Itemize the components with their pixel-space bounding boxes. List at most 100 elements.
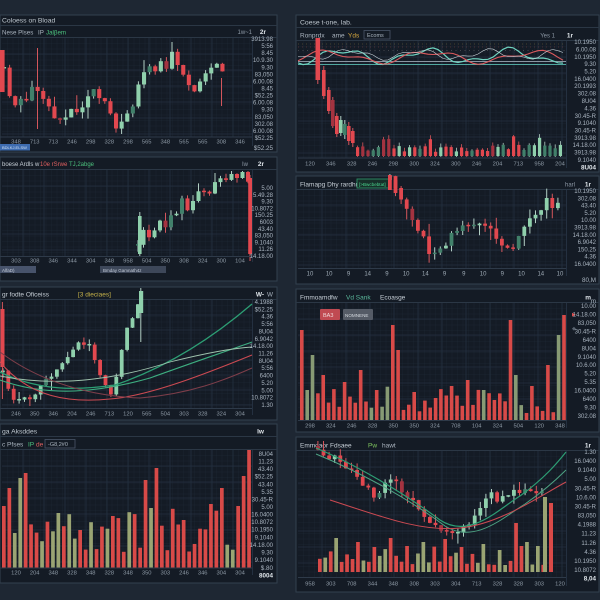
svg-text:308: 308 xyxy=(30,259,40,265)
svg-text:11.23: 11.23 xyxy=(581,532,596,538)
svg-text:TJ,2abge: TJ,2abge xyxy=(69,162,95,168)
svg-text:Nese Plses: Nese Plses xyxy=(2,30,33,37)
svg-text:6.00.08: 6.00.08 xyxy=(253,129,274,135)
svg-text:8004: 8004 xyxy=(259,573,274,580)
svg-text:246: 246 xyxy=(347,424,357,430)
svg-text:298: 298 xyxy=(388,162,398,168)
svg-text:de: de xyxy=(36,442,44,449)
svg-text:504: 504 xyxy=(513,424,523,430)
svg-text:Ecoasge: Ecoasge xyxy=(380,295,406,302)
svg-text:AlfaD): AlfaD) xyxy=(2,268,15,273)
svg-text:10.00: 10.00 xyxy=(581,304,597,310)
svg-text:9.1040: 9.1040 xyxy=(578,468,597,474)
svg-text:6.9042: 6.9042 xyxy=(255,337,274,343)
svg-text:43.40: 43.40 xyxy=(258,227,274,233)
svg-text:120: 120 xyxy=(123,412,133,418)
svg-text:IP: IP xyxy=(28,442,34,449)
svg-text:30.45-R: 30.45-R xyxy=(575,329,597,335)
svg-text:104: 104 xyxy=(472,424,482,430)
svg-text:9: 9 xyxy=(385,272,389,278)
svg-text:713: 713 xyxy=(472,582,482,588)
svg-text:Pw: Pw xyxy=(368,443,377,450)
svg-text:5.00: 5.00 xyxy=(261,186,273,192)
svg-text:14.18.00: 14.18.00 xyxy=(573,313,597,319)
svg-text:8U04: 8U04 xyxy=(581,165,597,172)
svg-text:9.1040: 9.1040 xyxy=(255,558,274,564)
svg-text:328: 328 xyxy=(493,582,503,588)
svg-text:3913.98: 3913.98 xyxy=(574,136,596,142)
svg-text:30.45-R: 30.45-R xyxy=(575,486,597,492)
svg-text:302.08: 302.08 xyxy=(578,414,597,420)
svg-text:11.26: 11.26 xyxy=(258,352,273,358)
svg-text:Iw: Iw xyxy=(242,162,249,168)
svg-text:9.1040: 9.1040 xyxy=(255,240,274,246)
svg-text:10: 10 xyxy=(518,272,525,278)
svg-text:3913.98: 3913.98 xyxy=(574,151,596,157)
svg-text:303: 303 xyxy=(179,412,189,418)
svg-text:9.1040: 9.1040 xyxy=(578,355,597,361)
svg-text:30.45-R: 30.45-R xyxy=(575,505,597,511)
svg-text:10: 10 xyxy=(557,272,564,278)
svg-text:120: 120 xyxy=(305,162,315,168)
svg-text:302.08: 302.08 xyxy=(578,196,597,202)
svg-text:350: 350 xyxy=(388,424,398,430)
svg-text:5.20: 5.20 xyxy=(584,372,596,378)
svg-text:W: W xyxy=(267,292,273,299)
svg-text:204: 204 xyxy=(555,162,565,168)
svg-text:328: 328 xyxy=(67,571,77,577)
svg-text:350: 350 xyxy=(160,259,170,265)
svg-text:8.45: 8.45 xyxy=(261,51,273,57)
svg-text:10: 10 xyxy=(326,272,333,278)
svg-text:246: 246 xyxy=(11,412,21,418)
svg-text:10: 10 xyxy=(307,272,314,278)
svg-text:$52.25: $52.25 xyxy=(255,307,274,313)
svg-text:713: 713 xyxy=(104,412,114,418)
svg-text:8U04: 8U04 xyxy=(582,346,597,352)
svg-text:348: 348 xyxy=(104,259,114,265)
svg-text:348: 348 xyxy=(11,140,21,146)
svg-text:5.35: 5.35 xyxy=(261,490,273,496)
svg-text:302.08: 302.08 xyxy=(255,122,274,128)
svg-text:303: 303 xyxy=(534,582,544,588)
svg-text:5:56: 5:56 xyxy=(261,322,273,328)
svg-text:BA3: BA3 xyxy=(323,313,333,319)
svg-text:6400: 6400 xyxy=(260,374,274,380)
svg-text:1.30: 1.30 xyxy=(584,450,596,456)
svg-text:300: 300 xyxy=(451,162,461,168)
svg-text:5.00: 5.00 xyxy=(261,505,273,511)
svg-text:324: 324 xyxy=(198,259,208,265)
svg-text:504: 504 xyxy=(160,412,170,418)
svg-text:-G8,2#0: -G8,2#0 xyxy=(48,442,68,448)
svg-text:$.80: $.80 xyxy=(261,565,274,572)
svg-text:9.1040: 9.1040 xyxy=(578,158,597,164)
svg-text:120: 120 xyxy=(534,424,544,430)
svg-text:708: 708 xyxy=(347,582,357,588)
svg-text:246: 246 xyxy=(472,162,482,168)
svg-text:11.26: 11.26 xyxy=(258,247,273,253)
svg-text:150.25: 150.25 xyxy=(255,213,274,219)
svg-text:16.0400: 16.0400 xyxy=(574,262,596,268)
svg-text:308: 308 xyxy=(216,140,226,146)
svg-text:246: 246 xyxy=(179,571,189,577)
svg-text:11.26: 11.26 xyxy=(581,541,596,547)
svg-text:302.08: 302.08 xyxy=(578,92,597,98)
svg-text:Coloess on Bload: Coloess on Bload xyxy=(2,18,55,25)
svg-text:298: 298 xyxy=(86,140,96,146)
svg-text:10.9.30: 10.9.30 xyxy=(253,58,274,64)
svg-text:2r: 2r xyxy=(260,29,267,36)
svg-text:8.45: 8.45 xyxy=(261,87,273,93)
svg-text:1w~1: 1w~1 xyxy=(237,30,252,36)
svg-text:IP: IP xyxy=(38,30,44,37)
svg-text:10.8072: 10.8072 xyxy=(251,396,273,402)
svg-text:Yes 1: Yes 1 xyxy=(540,34,555,40)
svg-text:5.20: 5.20 xyxy=(584,211,596,217)
svg-text:120: 120 xyxy=(11,571,21,577)
svg-text:3913.98: 3913.98 xyxy=(251,37,273,43)
svg-text:1.30: 1.30 xyxy=(261,403,273,409)
svg-text:304: 304 xyxy=(235,412,245,418)
svg-text:boese Ardls w: boese Ardls w xyxy=(2,162,40,168)
svg-text:14: 14 xyxy=(364,272,371,278)
svg-text:16.0400: 16.0400 xyxy=(574,459,596,465)
svg-text:10.1950: 10.1950 xyxy=(574,189,596,195)
svg-text:328: 328 xyxy=(198,412,208,418)
